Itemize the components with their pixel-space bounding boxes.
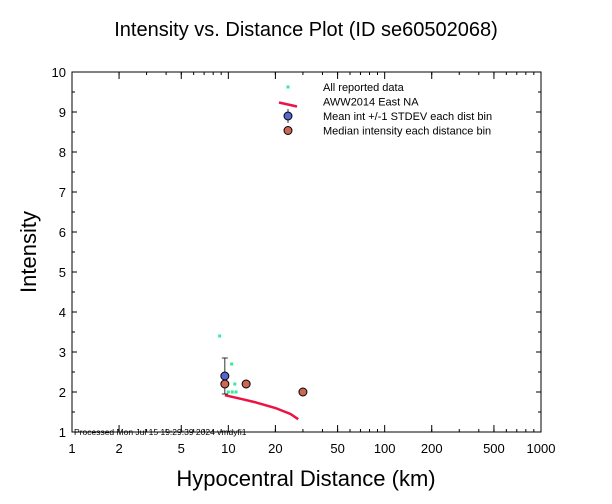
y-tick-label: 5: [59, 265, 66, 280]
reported-data-point: [233, 382, 237, 386]
reported-data-point: [218, 334, 222, 338]
median-intensity-point: [220, 379, 230, 389]
aww2014-model-line: [224, 393, 299, 421]
legend-label: Mean int +/-1 STDEV each dist bin: [323, 111, 492, 123]
y-tick-label: 3: [59, 345, 66, 360]
x-tick-label: 5: [178, 441, 185, 456]
mean-intensity-point: [220, 371, 230, 381]
x-tick-label: 20: [268, 441, 282, 456]
x-axis-label: Hypocentral Distance (km): [176, 466, 435, 491]
x-tick-label: 10: [221, 441, 235, 456]
data-marks: [218, 334, 308, 421]
footer-note: Processed Mon Jul 15 19:29:39 2024 vmdyf…: [74, 427, 247, 437]
reported-data-point: [234, 390, 238, 394]
x-tick-label: 500: [483, 441, 505, 456]
x-tick-label: 1: [68, 441, 75, 456]
x-tick-label: 200: [421, 441, 443, 456]
y-tick-label: 9: [59, 105, 66, 120]
legend-label: Median intensity each distance bin: [323, 126, 491, 138]
median-intensity-point: [241, 379, 251, 389]
legend-label: AWW2014 East NA: [323, 97, 419, 109]
legend-mean-swatch: [283, 111, 293, 121]
reported-data-point: [230, 390, 234, 394]
reported-data-point: [226, 390, 230, 394]
legend: All reported data AWW2014 East NA Mean int…: [278, 82, 492, 138]
y-tick-label: 2: [59, 385, 66, 400]
median-intensity-point: [298, 387, 308, 397]
y-tick-label: 1: [59, 425, 66, 440]
legend-line-swatch: [278, 101, 298, 108]
plot-area: 1 2 5 10 20 50 100 200 500 1000 1 2 3 4 5 6 7 8 9 10 Proce…: [52, 65, 556, 456]
chart-title: Intensity vs. Distance Plot (ID se605020…: [114, 19, 498, 41]
y-tick-label: 8: [59, 145, 66, 160]
x-axis-ticks: 1 2 5 10 20 50 100 200 500 1000: [68, 72, 555, 456]
x-tick-label: 100: [374, 441, 396, 456]
x-tick-label: 1000: [527, 441, 556, 456]
y-axis-ticks: 1 2 3 4 5 6 7 8 9 10: [52, 65, 541, 440]
y-axis-label: Intensity: [16, 211, 41, 293]
legend-label: All reported data: [323, 82, 405, 94]
y-tick-label: 7: [59, 185, 66, 200]
y-tick-label: 4: [59, 305, 66, 320]
y-tick-label: 6: [59, 225, 66, 240]
y-tick-label: 10: [52, 65, 66, 80]
legend-median-swatch: [283, 126, 293, 135]
legend-point-swatch: [286, 85, 290, 89]
reported-data-point: [230, 362, 234, 366]
x-tick-label: 2: [115, 441, 122, 456]
x-tick-label: 50: [330, 441, 344, 456]
